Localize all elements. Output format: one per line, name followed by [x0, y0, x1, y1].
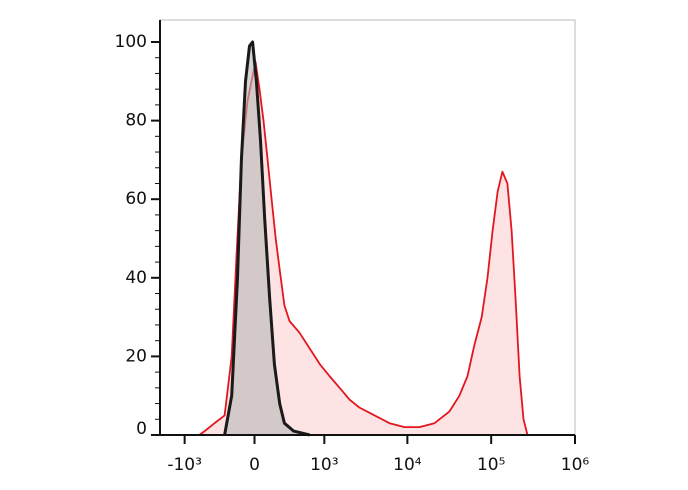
x-tick-label: 10⁶	[561, 455, 590, 475]
x-tick-label: 0	[249, 455, 260, 475]
y-tick-label: 80	[125, 111, 147, 131]
x-tick-label: 10⁴	[393, 455, 422, 475]
y-tick-label: 60	[125, 189, 147, 209]
y-tick-label: 0	[136, 419, 147, 439]
area-fill	[199, 61, 528, 435]
x-tick-label: 10³	[310, 455, 338, 475]
y-tick-label: 40	[125, 268, 147, 288]
x-tick-label: 10⁵	[477, 455, 505, 475]
x-tick-label: -10³	[167, 455, 202, 475]
y-tick-label: 20	[125, 346, 147, 366]
histogram-line	[223, 40, 311, 437]
y-tick-label: 100	[115, 32, 147, 52]
area-fill	[224, 42, 310, 435]
